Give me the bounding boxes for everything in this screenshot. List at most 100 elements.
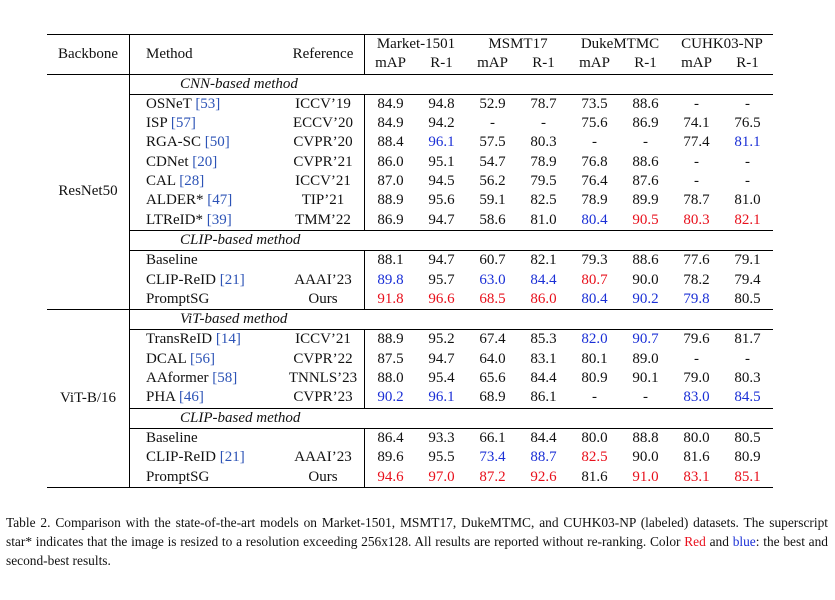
value-cell: 90.7	[620, 329, 671, 350]
citation-link[interactable]: [50]	[204, 134, 230, 151]
value-cell: -	[490, 115, 495, 132]
reference-cell: CVPR’20	[282, 133, 365, 153]
header-dataset-cuhk03np: CUHK03-NP	[671, 34, 773, 55]
citation-link[interactable]: [58]	[212, 370, 238, 387]
method-name: CLIP-ReID	[146, 271, 216, 288]
value-cell: 81.1	[734, 134, 761, 151]
value-cell: 88.6	[620, 93, 671, 115]
value-cell: 84.9	[377, 115, 404, 132]
method-name: CAL	[146, 173, 176, 190]
method-cell: CLIP-ReID [21]	[130, 271, 283, 290]
value-cell: 81.0	[734, 192, 761, 209]
value-cell: 60.7	[467, 250, 518, 271]
method-cell: TransReID [14]	[129, 329, 282, 350]
reference-cell: Ours	[282, 467, 365, 488]
method-cell: CAL [28]	[130, 172, 283, 191]
citation-link[interactable]: [46]	[178, 389, 204, 406]
method-cell: RGA-SC [50]	[130, 133, 283, 152]
group-title: CNN-based method	[129, 73, 773, 95]
value-cell: 80.4	[581, 211, 608, 228]
table-row: AAformer [58] TNNLS’23 88.0 95.4 65.6 84.4 80.…	[47, 369, 773, 389]
value-cell: 84.9	[364, 93, 416, 115]
value-cell: 84.5	[734, 389, 761, 406]
citation-link[interactable]: [56]	[190, 350, 216, 367]
reference-cell: ICCV’21	[282, 329, 365, 350]
value-cell: 95.4	[428, 370, 455, 387]
group-title: ViT-based method	[129, 309, 773, 330]
citation-link[interactable]: [14]	[215, 331, 241, 348]
table-row: Baseline 88.1 94.7 60.7 82.1 79.3 88.6 77.6 79.1	[47, 250, 773, 271]
header-metric: R-1	[634, 55, 657, 72]
value-cell: 64.0	[479, 350, 506, 367]
value-cell: 89.8	[377, 271, 404, 288]
header-row-datasets: Backbone Method Reference Market-1501 MS…	[47, 34, 773, 75]
table-row: ISP [57] ECCV’20 84.9 94.2- -75.6 86.9 74.1 76.…	[47, 114, 773, 134]
header-metric: R-1	[736, 55, 759, 72]
reference-cell: CVPR’22	[282, 349, 365, 370]
value-cell: -	[745, 153, 750, 170]
reference-cell: ECCV’20	[282, 114, 365, 134]
value-cell: -	[694, 153, 699, 170]
value-cell: 57.5	[479, 134, 506, 151]
value-cell: 88.6	[632, 153, 659, 170]
value-cell: 80.5	[722, 427, 773, 449]
table-caption: Table 2. Comparison with the state-of-th…	[6, 513, 828, 570]
value-cell: 85.3	[518, 329, 569, 350]
method-cell: Baseline	[129, 250, 282, 271]
citation-link[interactable]: [57]	[170, 115, 196, 132]
citation-link[interactable]: [47]	[207, 192, 233, 209]
value-cell: 66.1	[467, 427, 518, 449]
value-cell: -	[722, 93, 773, 115]
value-cell: 79.4	[734, 271, 761, 288]
header-dataset-dukemtmc: DukeMTMC	[569, 34, 671, 55]
value-cell: 82.1	[734, 211, 761, 228]
value-cell: 76.8	[581, 153, 608, 170]
group-header-row: ViT-B/16 ViT-based method	[47, 309, 773, 488]
value-cell: 59.1	[479, 192, 506, 209]
header-metric: R-1	[532, 55, 555, 72]
citation-link[interactable]: [20]	[192, 153, 218, 170]
value-cell: -	[541, 115, 546, 132]
value-cell: 96.6	[428, 290, 455, 307]
value-cell: 90.2	[632, 290, 659, 307]
value-cell: 80.3	[530, 134, 557, 151]
method-name: CLIP-ReID	[146, 449, 216, 466]
value-cell: 86.1	[530, 389, 557, 406]
reference-cell: Ours	[282, 289, 365, 310]
citation-link[interactable]: [21]	[219, 271, 245, 288]
table-row: PHA [46] CVPR’23 90.2 96.1 68.9 86.1- -83.0 84.…	[47, 388, 773, 409]
method-name: RGA-SC	[146, 134, 202, 151]
results-table-body: Backbone Method Reference Market-1501 MS…	[47, 34, 773, 488]
value-cell: 84.4	[530, 271, 557, 288]
group-header-row: CLIP-based method	[47, 229, 773, 251]
method-name: Baseline	[146, 252, 198, 269]
table-row: RGA-SC [50] CVPR’20 88.4 96.1 57.5 80.3- -77.4…	[47, 133, 773, 153]
header-metric: mAP	[375, 55, 406, 72]
value-cell: 87.6	[632, 173, 659, 190]
citation-link[interactable]: [53]	[195, 95, 221, 112]
value-cell: 87.2	[467, 467, 518, 488]
value-cell: 84.4	[530, 370, 557, 387]
group-title: CLIP-based method	[129, 407, 773, 429]
citation-link[interactable]: [39]	[206, 211, 232, 228]
value-cell: 94.6	[364, 467, 416, 488]
value-cell: 83.1	[530, 350, 557, 367]
header-metric: mAP	[681, 55, 712, 72]
value-cell: 84.4	[518, 427, 569, 449]
method-cell: LTReID* [39]	[130, 211, 283, 231]
method-cell: PromptSG	[130, 290, 283, 310]
value-cell: 86.0	[530, 290, 557, 307]
header-backbone: Backbone	[47, 34, 130, 75]
value-cell: -	[694, 173, 699, 190]
value-cell: 86.9	[377, 211, 404, 228]
method-name: PromptSG	[146, 468, 210, 485]
value-cell: -	[745, 173, 750, 190]
value-cell: 65.6	[479, 370, 506, 387]
citation-link[interactable]: [28]	[179, 173, 205, 190]
value-cell: 74.1	[683, 115, 710, 132]
value-cell: 73.4	[479, 449, 506, 466]
value-cell: 94.2	[428, 115, 455, 132]
citation-link[interactable]: [21]	[219, 449, 245, 466]
method-cell: DCAL [56]	[130, 350, 283, 369]
value-cell: 78.7	[683, 192, 710, 209]
